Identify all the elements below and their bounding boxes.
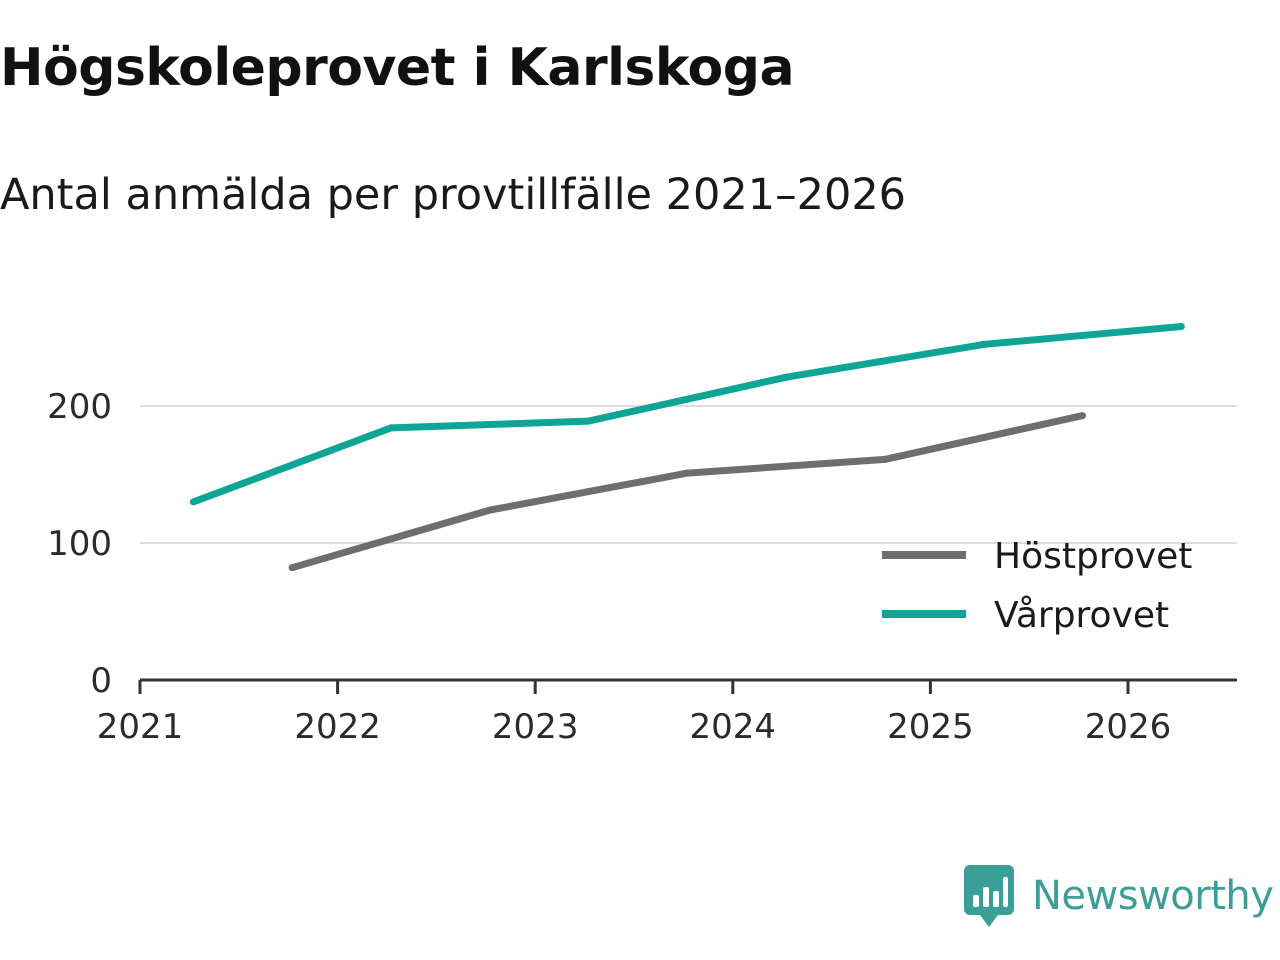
chart-subtitle: Antal anmälda per provtillfälle 2021–202… <box>0 170 907 220</box>
data-point-hostprovet-0 <box>288 564 296 572</box>
newsworthy-logo-icon <box>964 865 1014 927</box>
data-point-varprovet-0 <box>189 498 197 506</box>
y-axis-labels: 0 100 200 <box>47 387 112 701</box>
series-line-hostprovet <box>291 412 1084 572</box>
x-axis: 2021 2022 2023 2024 2025 2026 <box>97 678 1237 747</box>
data-point-varprovet-1 <box>387 424 395 432</box>
y-tick-label-100: 100 <box>47 524 112 564</box>
data-point-hostprovet-2 <box>683 469 691 477</box>
data-point-hostprovet-3 <box>881 455 889 463</box>
data-point-hostprovet-4 <box>1079 412 1087 420</box>
data-point-varprovet-3 <box>782 373 790 381</box>
gridlines <box>140 405 1237 544</box>
x-tick-label-2024: 2024 <box>690 707 777 747</box>
chart-title: Högskoleprovet i Karlskoga <box>0 38 795 98</box>
x-tick-label-2022: 2022 <box>294 707 381 747</box>
data-point-varprovet-5 <box>1177 323 1185 331</box>
data-point-varprovet-2 <box>585 417 593 425</box>
legend: Höstprovet Vårprovet <box>882 536 1192 636</box>
data-point-varprovet-4 <box>980 340 988 348</box>
series-line-varprovet <box>192 323 1182 506</box>
x-tick-label-2021: 2021 <box>97 707 184 747</box>
y-tick-label-200: 200 <box>47 387 112 427</box>
series-lines <box>189 323 1185 572</box>
x-tick-label-2023: 2023 <box>492 707 579 747</box>
x-tick-label-2026: 2026 <box>1085 707 1172 747</box>
data-point-hostprovet-1 <box>486 506 494 514</box>
legend-label-hostprovet: Höstprovet <box>994 536 1192 577</box>
y-tick-label-0: 0 <box>90 661 112 701</box>
newsworthy-logo: Newsworthy <box>964 864 1274 928</box>
newsworthy-wordmark: Newsworthy <box>1032 873 1274 919</box>
legend-label-varprovet: Vårprovet <box>994 595 1169 636</box>
x-tick-label-2025: 2025 <box>887 707 974 747</box>
